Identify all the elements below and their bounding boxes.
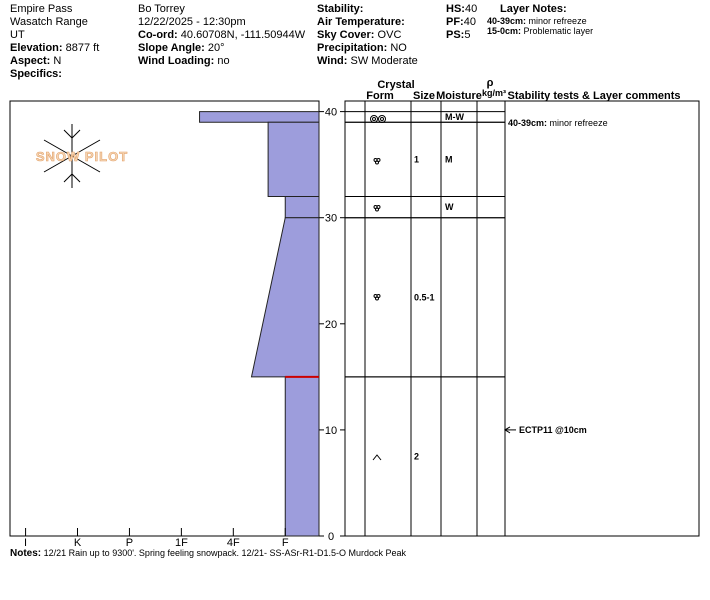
label: Slope Angle:: [138, 42, 205, 54]
crystal: Crystal: [377, 79, 414, 91]
value: SW Moderate: [351, 55, 418, 67]
value: 5: [464, 29, 470, 41]
label: PS:: [446, 29, 464, 41]
label: Wind Loading:: [138, 55, 214, 67]
value: 40: [465, 3, 477, 15]
hardness-label: I: [24, 537, 27, 549]
hardness-layer: [284, 376, 320, 537]
hardness-layer: [267, 121, 320, 197]
depth-label: 40: [325, 107, 337, 119]
hardness-layer: [284, 195, 320, 219]
range: 15-0cm:: [487, 26, 521, 36]
value: 40.60708N, -111.50944W: [181, 29, 306, 41]
label: PF:: [446, 16, 464, 28]
layer-comment: 40-39cm: minor refreeze: [508, 118, 608, 128]
state: UT: [10, 29, 25, 41]
label: Wind:: [317, 55, 347, 67]
table-frame: [344, 100, 700, 537]
moisture: Moisture: [436, 90, 482, 102]
stability: Stability:: [317, 3, 363, 15]
value: N: [53, 55, 61, 67]
hardness-label: 1F: [175, 537, 188, 549]
header: Empire Pass Wasatch Range UT Elevation: …: [10, 3, 593, 80]
grain-size: 2: [414, 451, 419, 461]
comments-title: Stability tests & Layer comments: [507, 90, 680, 102]
form: Form: [366, 90, 394, 102]
value: no: [217, 55, 229, 67]
label: Aspect:: [10, 55, 50, 67]
slope: Slope Angle: 20°: [138, 42, 225, 54]
aspect: Aspect: N: [10, 55, 61, 67]
density-symbol: ρ: [487, 77, 494, 89]
text: minor refreeze: [550, 118, 608, 128]
hardness-layer: [250, 217, 320, 378]
moisture: W: [445, 202, 454, 212]
value: 20°: [208, 42, 225, 54]
label: Sky Cover:: [317, 29, 374, 41]
layer-note: 15-0cm: Problematic layer: [487, 26, 593, 36]
label: HS:: [446, 3, 465, 15]
hardness-label: F: [282, 537, 289, 549]
value: NO: [390, 42, 407, 54]
observer: Bo Torrey: [138, 3, 185, 15]
coord: Co-ord: 40.60708N, -111.50944W: [138, 29, 306, 41]
grain-size: 1: [414, 154, 419, 164]
range: Wasatch Range: [10, 16, 88, 28]
value: OVC: [378, 29, 402, 41]
datetime: 12/22/2025 - 12:30pm: [138, 16, 246, 28]
label: Elevation:: [10, 42, 63, 54]
hardness-label: K: [74, 537, 82, 549]
text: Problematic layer: [524, 26, 594, 36]
sky: Sky Cover: OVC: [317, 29, 401, 41]
hardness-layer: [199, 111, 320, 123]
grain-size: 0.5-1: [414, 292, 435, 302]
logo: [43, 124, 101, 188]
pf: PF:40: [446, 16, 476, 28]
hardness-label: 4F: [227, 537, 240, 549]
precip: Precipitation: NO: [317, 42, 407, 54]
depth-label: 20: [325, 319, 337, 331]
hardness-label: P: [126, 537, 133, 549]
text: 12/21 Rain up to 9300'. Spring feeling s…: [44, 548, 407, 558]
depth-label: 30: [325, 213, 337, 225]
frames: [9, 100, 700, 537]
moisture: M-W: [445, 112, 464, 122]
test-arrowhead: [504, 426, 511, 434]
location: Empire Pass: [10, 3, 73, 15]
label: Notes:: [10, 548, 41, 559]
air-temp: Air Temperature:: [317, 16, 405, 28]
value: 40: [464, 16, 476, 28]
layer-notes-title: Layer Notes:: [500, 3, 567, 15]
value: 8877 ft: [66, 42, 100, 54]
grain-icons: [370, 115, 386, 461]
logo-text: SNOW PILOT: [36, 149, 128, 164]
range: 40-39cm:: [508, 118, 547, 128]
depth-label: 10: [325, 425, 337, 437]
layer-note: 40-39cm: minor refreeze: [487, 16, 587, 26]
specifics: Specifics:: [10, 68, 62, 80]
density-unit: kg/m³: [482, 88, 506, 98]
label: Co-ord:: [138, 29, 178, 41]
notes: Notes: 12/21 Rain up to 9300'. Spring fe…: [10, 548, 407, 559]
text: minor refreeze: [529, 16, 587, 26]
table-header: Crystal Form Size Moisture ρ kg/m³ Stabi…: [366, 77, 680, 102]
moisture: M: [445, 154, 453, 164]
hs: HS:40: [446, 3, 477, 15]
ps: PS:5: [446, 29, 470, 41]
wind: Wind: SW Moderate: [317, 55, 418, 67]
elevation: Elevation: 8877 ft: [10, 42, 99, 54]
wind-loading: Wind Loading: no: [138, 55, 230, 67]
size: Size: [413, 90, 435, 102]
depth-label: 0: [328, 531, 334, 543]
stability-test: ECTP11 @10cm: [519, 425, 587, 435]
label: Precipitation:: [317, 42, 387, 54]
range: 40-39cm:: [487, 16, 526, 26]
